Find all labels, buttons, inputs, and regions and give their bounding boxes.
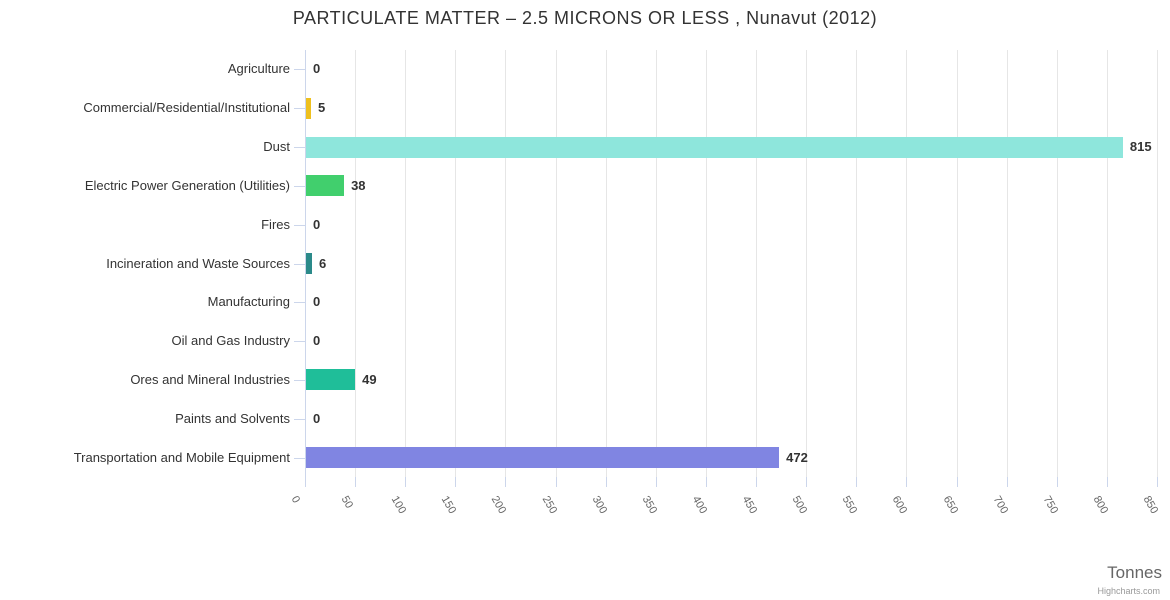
axis-tick — [705, 477, 707, 487]
value-label: 5 — [318, 100, 326, 116]
bar-ores-and-mineral-industries[interactable] — [306, 369, 356, 391]
axis-tick — [1157, 477, 1158, 487]
axis-tick — [906, 477, 908, 487]
gridline — [555, 50, 557, 477]
gridline — [756, 50, 758, 477]
gridline — [405, 50, 407, 477]
category-label: Ores and Mineral Industries — [130, 371, 290, 387]
x-axis-tick-label: 350 — [639, 494, 659, 516]
x-axis-tick-label: 500 — [789, 494, 810, 516]
y-axis-line — [305, 50, 306, 478]
x-axis-tick-label: 650 — [940, 494, 960, 516]
category-tick — [294, 147, 305, 148]
value-label: 49 — [362, 371, 377, 387]
axis-tick — [405, 477, 407, 487]
bar-transportation-and-mobile-equipment[interactable] — [306, 447, 780, 469]
category-label: Commercial/Residential/Institutional — [83, 100, 290, 116]
x-axis-tick-label: 800 — [1090, 494, 1111, 516]
category-tick — [294, 108, 305, 109]
value-label: 0 — [313, 410, 321, 426]
category-label: Paints and Solvents — [175, 410, 290, 426]
axis-tick — [856, 477, 858, 487]
category-tick — [294, 419, 305, 420]
gridline — [1056, 50, 1058, 477]
category-label: Incineration and Waste Sources — [106, 255, 290, 271]
x-axis-tick-label: 50 — [338, 494, 356, 511]
category-tick — [294, 69, 305, 70]
chart-title: PARTICULATE MATTER – 2.5 MICRONS OR LESS… — [292, 8, 878, 28]
value-label: 6 — [319, 255, 327, 271]
x-axis-tick-label: 550 — [839, 494, 860, 516]
category-label: Oil and Gas Industry — [171, 333, 291, 349]
gridline — [1157, 50, 1158, 477]
x-axis-tick-label: 400 — [689, 494, 710, 516]
gridline — [355, 50, 357, 477]
category-label: Agriculture — [227, 61, 290, 77]
x-axis-tick-label: 600 — [890, 494, 910, 516]
category-tick — [294, 341, 305, 342]
value-label: 472 — [786, 449, 808, 465]
category-tick — [294, 458, 305, 459]
x-axis-tick-label: 750 — [1040, 494, 1060, 516]
value-label: 0 — [313, 216, 321, 232]
axis-tick — [555, 477, 557, 487]
x-axis-tick-label: 250 — [539, 494, 559, 516]
axis-tick — [1006, 477, 1008, 487]
axis-tick — [305, 477, 306, 487]
axis-tick — [956, 477, 958, 487]
category-label: Electric Power Generation (Utilities) — [84, 177, 290, 193]
axis-tick — [756, 477, 758, 487]
x-axis-tick-label: 850 — [1140, 494, 1161, 516]
value-label: 815 — [1129, 139, 1152, 155]
value-label: 0 — [313, 333, 321, 349]
category-tick — [294, 264, 305, 265]
axis-tick — [806, 477, 808, 487]
gridline — [906, 50, 908, 477]
x-axis-tick-label: 450 — [739, 494, 760, 516]
x-axis-tick-label: 0 — [288, 494, 303, 506]
axis-tick — [355, 477, 357, 487]
gridline — [1106, 50, 1108, 477]
x-axis-tick-label: 150 — [438, 494, 459, 516]
gridline — [455, 50, 457, 477]
x-axis-tick-label: 300 — [589, 494, 609, 516]
x-axis-title: Tonnes — [1107, 563, 1162, 582]
gridline — [856, 50, 858, 477]
category-tick — [294, 302, 305, 303]
category-label: Manufacturing — [207, 294, 290, 310]
category-tick — [294, 380, 305, 381]
axis-tick — [655, 477, 657, 487]
gridline — [505, 50, 507, 477]
category-label: Transportation and Mobile Equipment — [73, 449, 290, 465]
gridline — [655, 50, 657, 477]
gridline — [1006, 50, 1008, 477]
bar-incineration-and-waste-sources[interactable] — [306, 253, 312, 274]
category-tick — [294, 225, 305, 226]
bar-dust[interactable] — [306, 136, 1123, 158]
value-label: 38 — [351, 177, 366, 193]
value-label: 0 — [313, 61, 321, 77]
axis-tick — [1056, 477, 1058, 487]
category-label: Fires — [261, 216, 290, 232]
gridline — [705, 50, 707, 477]
value-label: 0 — [313, 294, 321, 310]
x-axis-tick-label: 200 — [489, 494, 509, 516]
gridline — [605, 50, 607, 477]
highcharts-credit-link[interactable]: Highcharts.com — [1097, 586, 1160, 596]
x-axis-tick-label: 700 — [990, 494, 1010, 516]
bar-commercial-residential-institutional[interactable] — [306, 97, 311, 119]
axis-tick — [1106, 477, 1108, 487]
axis-tick — [455, 477, 457, 487]
axis-tick — [605, 477, 607, 487]
bar-electric-power-generation-utilities-[interactable] — [306, 175, 345, 197]
x-axis-tick-label: 100 — [388, 494, 409, 516]
category-tick — [294, 186, 305, 187]
category-label: Dust — [263, 139, 290, 155]
gridline — [806, 50, 808, 477]
axis-tick — [505, 477, 507, 487]
gridline — [956, 50, 958, 477]
